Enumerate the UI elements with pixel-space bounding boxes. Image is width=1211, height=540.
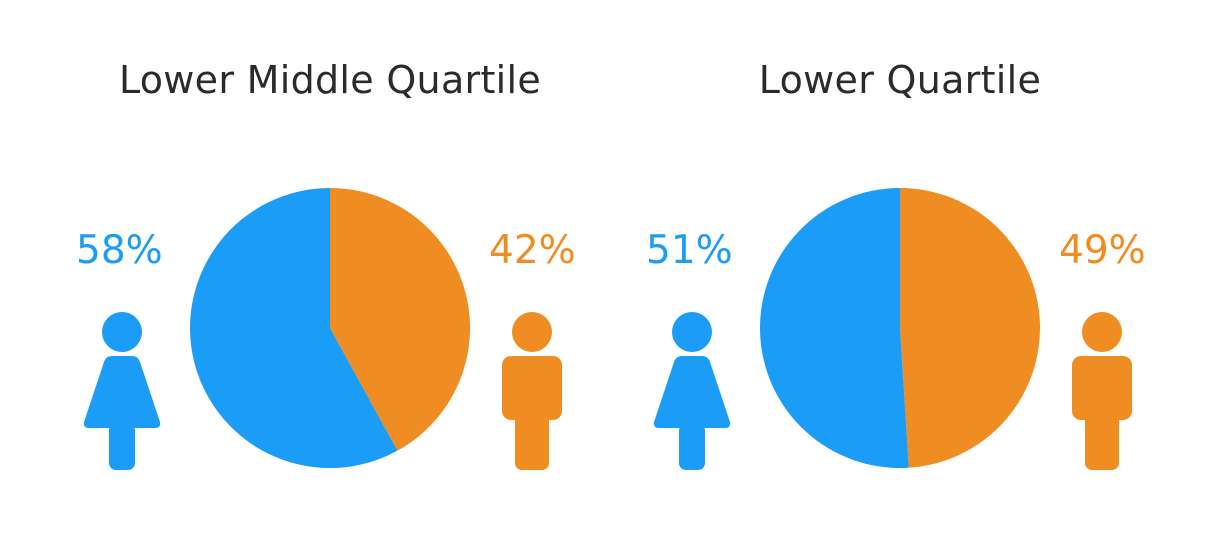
female-percentage-label: 58% [76,228,163,273]
pie-slice-male [330,188,471,451]
chart-title: Lower Quartile [758,58,1042,102]
female-icon-body [653,356,731,428]
chart-panel-lower-quartile: Lower Quartile 51% 49% [570,0,1175,540]
male-icon-torso [502,356,562,420]
male-percentage-label: 42% [489,228,576,273]
pie-slice-female [760,188,909,468]
male-icon-head [1082,312,1122,352]
female-icon-leg [109,424,135,470]
female-percentage-label: 51% [646,228,733,273]
pie-slice-female [190,188,398,468]
male-icon-head [512,312,552,352]
male-icon-leg [515,412,549,470]
female-icon-head [102,312,142,352]
female-person-icon [653,312,731,470]
female-person-icon [83,312,161,470]
female-icon-leg [679,424,705,470]
male-icon-torso [1072,356,1132,420]
female-icon-body [83,356,161,428]
chart-panel-lower-middle-quartile: Lower Middle Quartile 58% 42% [0,0,605,540]
pie-chart [760,188,1041,468]
pie-slice-male [900,188,1041,468]
male-person-icon [502,312,562,470]
female-icon-head [672,312,712,352]
male-percentage-label: 49% [1059,228,1146,273]
chart-title: Lower Middle Quartile [118,58,542,102]
pie-chart [190,188,471,468]
male-person-icon [1072,312,1132,470]
male-icon-leg [1085,412,1119,470]
